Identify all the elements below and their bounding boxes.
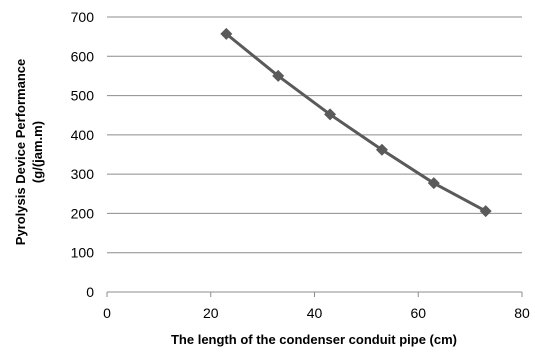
y-tick-label: 700	[71, 9, 95, 25]
y-tick-label: 400	[71, 127, 95, 143]
data-point	[375, 143, 388, 156]
x-tick-label: 0	[103, 305, 111, 321]
data-point	[427, 177, 440, 190]
axes	[106, 291, 523, 297]
x-tick-label: 20	[203, 305, 219, 321]
y-tick-label: 0	[86, 284, 94, 300]
y-axis-title-line1: Pyrolysis Device Performance	[13, 59, 28, 245]
y-tick-label: 300	[71, 166, 95, 182]
data-point	[324, 108, 337, 121]
y-tick-label: 100	[71, 245, 95, 261]
data-point	[220, 27, 233, 40]
data-point	[479, 205, 492, 218]
y-tick-label: 500	[71, 88, 95, 104]
data-point	[272, 69, 285, 82]
x-axis-title: The length of the condenser conduit pipe…	[171, 332, 457, 347]
x-tick-label: 40	[307, 305, 323, 321]
x-tick-label: 80	[514, 305, 530, 321]
tick-labels: 0 100 200 300 400 500 600 700 0 20 40 60 80	[71, 9, 530, 321]
x-tick-label: 60	[410, 305, 426, 321]
y-tick-label: 200	[71, 205, 95, 221]
y-tick-label: 600	[71, 48, 95, 64]
gridlines	[107, 16, 522, 254]
series-line	[225, 32, 487, 213]
y-axis-title-line2: (g/(jam.m)	[30, 121, 45, 183]
series	[220, 27, 492, 218]
